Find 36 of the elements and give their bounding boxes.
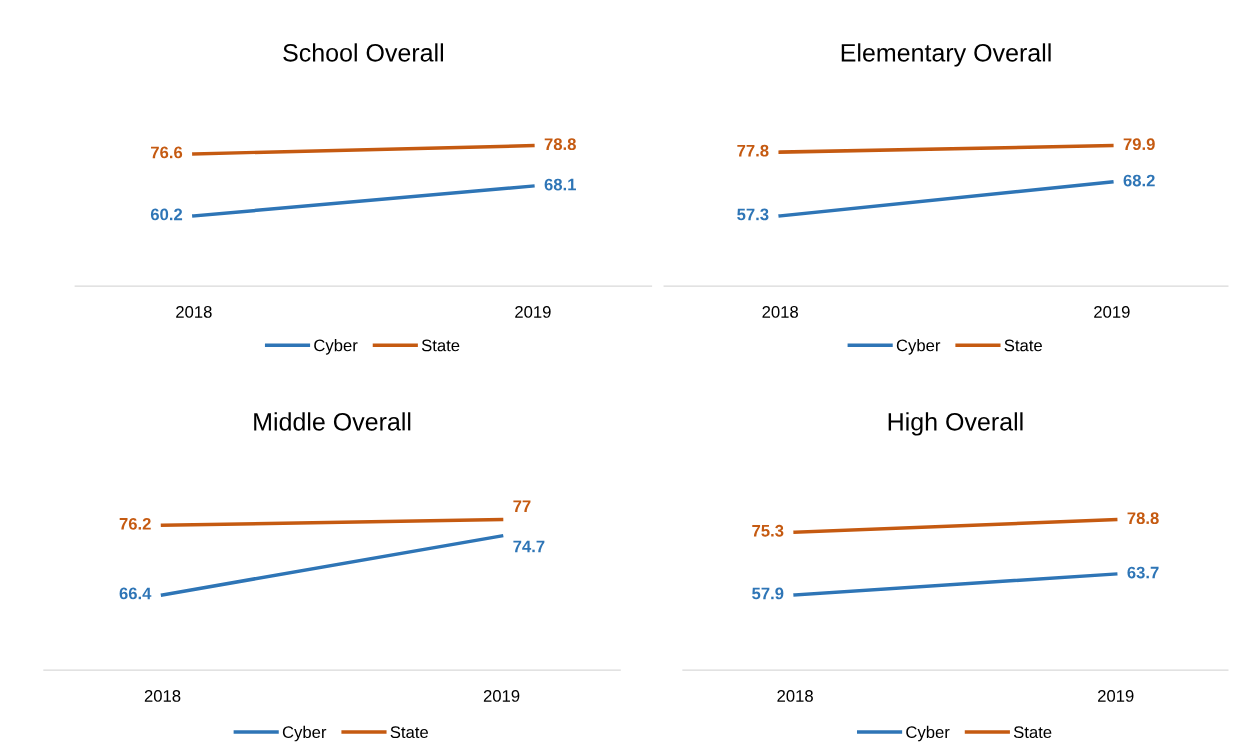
data-label: 78.8 <box>544 138 576 151</box>
chart-title: School Overall <box>283 43 443 62</box>
data-label: 77 <box>513 500 531 512</box>
legend-label: Cyber <box>314 339 358 355</box>
chart-title: High Overall <box>888 412 1023 436</box>
legend-label: Cyber <box>282 725 327 742</box>
data-label: 75.3 <box>752 524 784 537</box>
data-label: 74.7 <box>513 540 545 553</box>
x-tick-label: 2018 <box>144 690 181 702</box>
x-tick-label: 2018 <box>176 306 212 318</box>
data-label: 66.4 <box>119 587 152 600</box>
data-label: 57.3 <box>737 208 769 221</box>
data-label: 76.6 <box>151 146 183 159</box>
data-label: 63.7 <box>1127 566 1159 579</box>
x-tick-label: 2019 <box>1098 690 1134 702</box>
chart-title: Elementary Overall <box>841 43 1051 67</box>
data-label: 68.2 <box>1123 174 1155 187</box>
x-tick-label: 2018 <box>777 690 813 702</box>
legend-label: State <box>1004 339 1042 352</box>
data-label: 76.2 <box>119 517 151 530</box>
data-label: 60.2 <box>150 208 183 221</box>
data-label: 78.8 <box>1127 512 1159 525</box>
legend-label: Cyber <box>906 725 950 742</box>
legend-label: State <box>421 339 460 352</box>
x-tick-label: 2019 <box>1094 306 1130 318</box>
legend-label: State <box>390 726 428 739</box>
legend-label: State <box>1013 726 1052 739</box>
data-label: 79.9 <box>1123 138 1155 151</box>
x-tick-label: 2019 <box>515 306 551 318</box>
x-tick-label: 2019 <box>483 690 520 702</box>
data-label: 77.8 <box>737 144 769 157</box>
data-label: 68.1 <box>544 178 576 191</box>
x-tick-label: 2018 <box>762 306 798 318</box>
legend-label: Cyber <box>896 339 941 355</box>
data-label: 57.9 <box>752 587 784 600</box>
chart-title: Middle Overall <box>254 412 411 431</box>
